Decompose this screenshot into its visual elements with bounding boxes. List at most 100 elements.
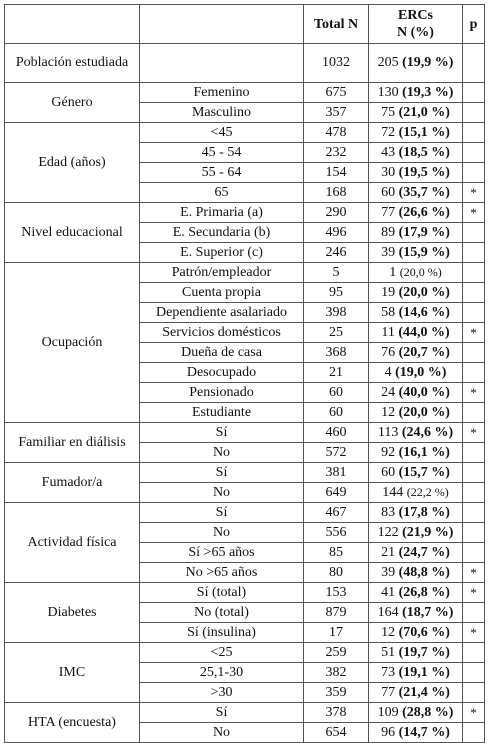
ercs-percent: (24,6 %) bbox=[401, 424, 454, 440]
ercs-count: 75 bbox=[381, 104, 396, 120]
ercs-cell: 73 (19,1 %) bbox=[368, 662, 463, 683]
ercs-cell: 30 (19,5 %) bbox=[368, 162, 463, 183]
category-cell: Actividad física bbox=[4, 502, 140, 583]
subcategory-cell: >30 bbox=[139, 682, 304, 703]
total-n-cell: 359 bbox=[303, 682, 369, 703]
ercs-cell: 60 (35,7 %) bbox=[368, 182, 463, 203]
header-total-n: Total N bbox=[303, 4, 369, 44]
category-cell: Población estudiada bbox=[4, 43, 140, 83]
table-body: Población estudiada 1032 205 (19,9 %) Géner… bbox=[4, 43, 485, 743]
ercs-count: 12 bbox=[381, 404, 396, 420]
ercs-cell: 130 (19,3 %) bbox=[368, 82, 463, 103]
table-row: E. Superior (c) 246 39 (15,9 %) bbox=[5, 242, 485, 263]
ercs-count: 96 bbox=[381, 724, 396, 740]
ercs-cell: 60 (15,7 %) bbox=[368, 462, 463, 483]
table-row: Fumador/a Sí 381 60 (15,7 %) bbox=[4, 462, 485, 503]
significance-cell bbox=[462, 462, 485, 483]
ercs-count: 164 bbox=[377, 604, 399, 620]
ercs-percent: (19,0 %) bbox=[395, 364, 447, 380]
significance-cell bbox=[462, 662, 485, 683]
ercs-percent: (15,9 %) bbox=[398, 244, 450, 260]
table-row: Sí (insulina) 17 12 (70,6 %) * bbox=[5, 622, 485, 643]
subcategory-cell: Dueña de casa bbox=[139, 342, 304, 363]
ercs-cell: 89 (17,9 %) bbox=[368, 222, 463, 243]
significance-cell bbox=[462, 402, 485, 423]
subcategory-cell: Cuenta propia bbox=[139, 282, 304, 303]
total-n-cell: 556 bbox=[303, 522, 369, 543]
total-n-cell: 467 bbox=[303, 502, 369, 523]
ercs-cell: 109 (28,8 %) bbox=[368, 702, 463, 723]
total-n-cell: 153 bbox=[303, 582, 369, 603]
significance-cell bbox=[462, 522, 485, 543]
total-n-cell: 398 bbox=[303, 302, 369, 323]
ercs-percent: (19,9 %) bbox=[402, 55, 454, 70]
ercs-cell: 77 (26,6 %) bbox=[368, 202, 463, 223]
ercs-cell: 4 (19,0 %) bbox=[368, 362, 463, 383]
significance-cell: * bbox=[462, 702, 485, 723]
ercs-count: 60 bbox=[381, 464, 396, 480]
significance-cell: * bbox=[462, 562, 485, 583]
subcategory-cell: No bbox=[139, 442, 304, 463]
significance-cell bbox=[462, 162, 485, 183]
ercs-percent: (14,7 %) bbox=[398, 724, 450, 740]
table-row: Diabetes Sí (total) 153 41 (26,8 %) * bbox=[4, 582, 485, 643]
total-n-cell: 85 bbox=[303, 542, 369, 563]
ercs-cell: 113 (24,6 %) bbox=[368, 422, 463, 443]
category-cell: IMC bbox=[4, 642, 140, 703]
ercs-cell: 21 (24,7 %) bbox=[368, 542, 463, 563]
subcategory-cell: Femenino bbox=[139, 82, 304, 103]
table-row: Edad (años) <45 478 72 (15,1 %) bbox=[4, 122, 485, 203]
ercs-count: 76 bbox=[381, 344, 396, 360]
ercs-count: 51 bbox=[381, 644, 396, 660]
significance-cell bbox=[462, 362, 485, 383]
subcategory-cell: Pensionado bbox=[139, 382, 304, 403]
significance-cell bbox=[462, 602, 485, 623]
subcategory-cell: 45 - 54 bbox=[139, 142, 304, 163]
ercs-cell: 77 (21,4 %) bbox=[368, 682, 463, 703]
total-n-cell: 572 bbox=[303, 442, 369, 463]
subcategory-cell: Estudiante bbox=[139, 402, 304, 423]
table-row: Actividad física Sí 467 83 (17,8 %) bbox=[4, 502, 485, 583]
total-n-cell: 17 bbox=[303, 622, 369, 643]
significance-cell bbox=[462, 242, 485, 263]
total-n-cell: 1032 bbox=[303, 43, 369, 83]
header-ercs-line2: N (%) bbox=[397, 25, 434, 40]
ercs-percent: (40,0 %) bbox=[398, 384, 450, 400]
table-row: Dependiente asalariado 398 58 (14,6 %) bbox=[5, 302, 485, 323]
significance-cell bbox=[462, 442, 485, 463]
ercs-cell: 75 (21,0 %) bbox=[368, 102, 463, 123]
significance-cell bbox=[462, 222, 485, 243]
subcategory-cell: Servicios domésticos bbox=[139, 322, 304, 343]
ercs-cell: 58 (14,6 %) bbox=[368, 302, 463, 323]
ercs-percent: (16,1 %) bbox=[398, 444, 450, 460]
ercs-count: 113 bbox=[377, 424, 399, 440]
ercs-count: 77 bbox=[381, 204, 396, 220]
ercs-percent: (20,7 %) bbox=[398, 344, 450, 360]
ercs-percent: (35,7 %) bbox=[398, 184, 450, 200]
ercs-count: 89 bbox=[381, 224, 396, 240]
subcategory-cell: Masculino bbox=[139, 102, 304, 123]
subcategory-cell: No bbox=[139, 722, 304, 743]
subcategory-cell: <25 bbox=[139, 642, 304, 663]
header-ercs-line1: ERCs bbox=[397, 8, 433, 23]
subcategory-cell: 25,1-30 bbox=[139, 662, 304, 683]
subcategory-cell: No >65 años bbox=[139, 562, 304, 583]
ercs-count: 73 bbox=[381, 664, 396, 680]
category-cell: Género bbox=[4, 82, 140, 123]
ercs-count: 92 bbox=[381, 444, 396, 460]
table-row: Sí >65 años 85 21 (24,7 %) bbox=[5, 542, 485, 563]
ercs-count: 30 bbox=[381, 164, 396, 180]
ercs-count: 39 bbox=[381, 564, 396, 580]
ercs-cell: 11 (44,0 %) bbox=[368, 322, 463, 343]
table-row: HTA (encuesta) Sí 378 109 (28,8 %) * bbox=[4, 702, 485, 743]
significance-cell: * bbox=[462, 422, 485, 443]
ercs-count: 205 bbox=[377, 55, 399, 70]
ercs-cell: 39 (15,9 %) bbox=[368, 242, 463, 263]
ercs-count: 144 bbox=[382, 485, 404, 500]
ercs-percent: (24,7 %) bbox=[398, 544, 450, 560]
table-container: Total N ERCs N (%) p Población estudiada… bbox=[4, 4, 485, 743]
total-n-cell: 21 bbox=[303, 362, 369, 383]
ercs-percent: (15,7 %) bbox=[398, 464, 450, 480]
significance-cell bbox=[462, 43, 485, 83]
table-row: 65 168 60 (35,7 %) * bbox=[5, 182, 485, 203]
